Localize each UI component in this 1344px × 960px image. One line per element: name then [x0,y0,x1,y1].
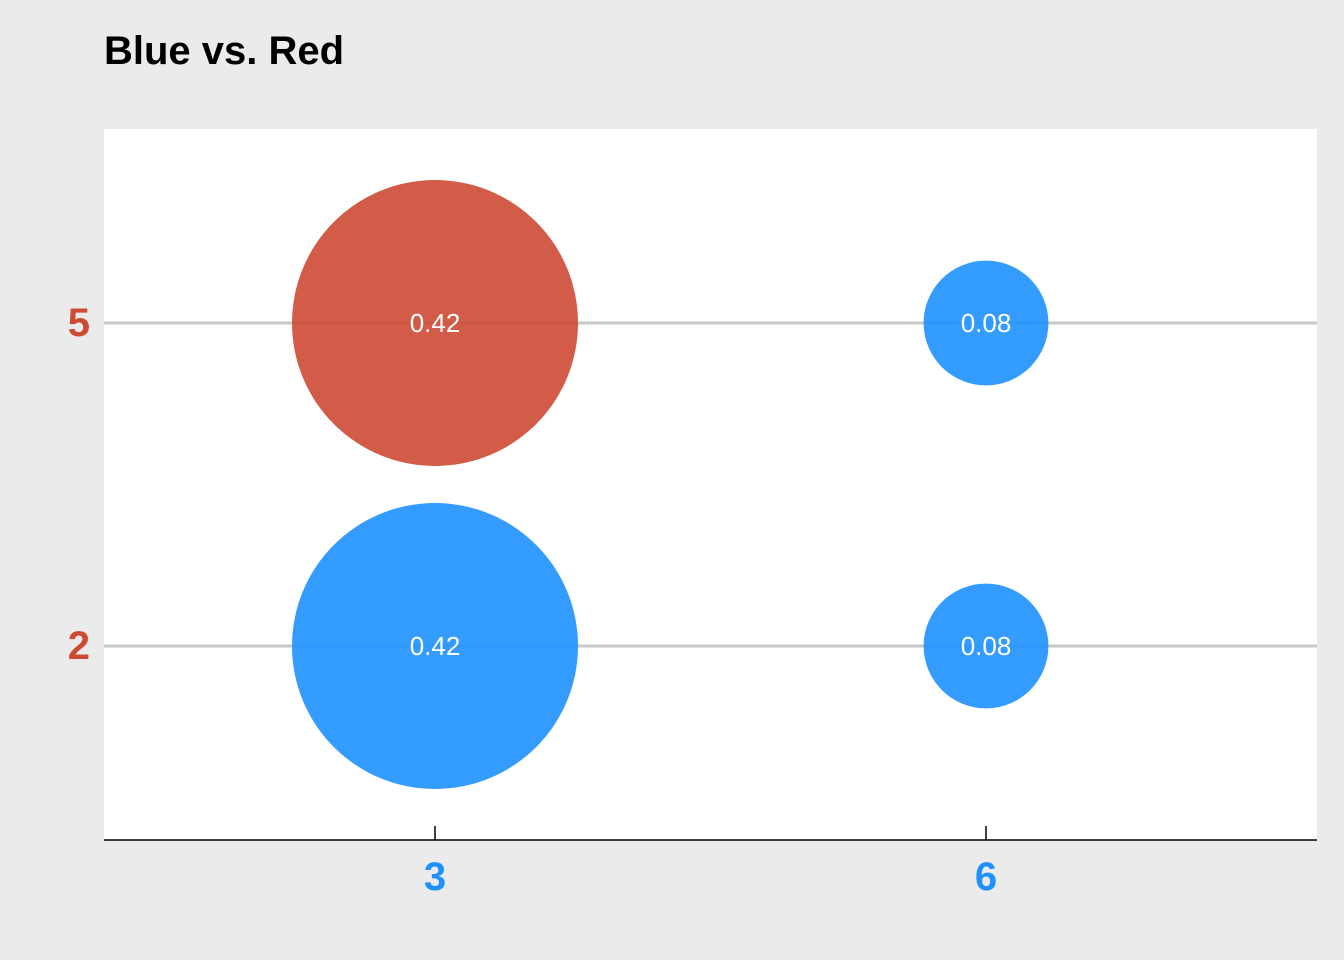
bubble [292,180,578,466]
chart-title: Blue vs. Red [104,29,344,73]
y-tick-label: 5 [68,301,90,345]
bubble-value-label: 0.08 [961,308,1012,338]
plot-panel [104,129,1317,840]
bubble [923,260,1049,386]
bubble-labels: 0.42 0.08 0.42 0.08 [410,308,1012,661]
x-tick-label: 3 [424,855,446,899]
bubbles [292,180,1049,789]
bubble [292,503,578,789]
x-tick-label: 6 [975,855,997,899]
bubble [923,583,1049,709]
bubble-value-label: 0.42 [410,631,461,661]
bubble-value-label: 0.42 [410,308,461,338]
axis-ticks: 2 5 3 6 [68,301,997,899]
bubble-value-label: 0.08 [961,631,1012,661]
y-tick-label: 2 [68,624,90,668]
